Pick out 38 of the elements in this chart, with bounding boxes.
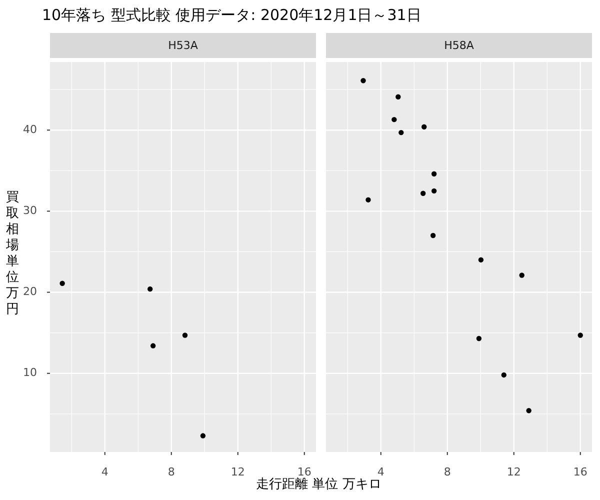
x-axis-title: 走行距離 単位 万キロ	[256, 476, 382, 493]
x-tick-label: 4	[377, 465, 384, 478]
point	[150, 343, 156, 348]
y-tick-label: 10	[23, 366, 37, 380]
x-tick-label: 16	[573, 465, 588, 478]
point	[420, 190, 426, 196]
point	[431, 188, 437, 194]
y-tick-label: 20	[23, 285, 37, 298]
point	[430, 232, 436, 238]
chart-title: 10年落ち 型式比較 使用データ: 2020年12月1日～31日	[42, 6, 422, 25]
point	[578, 332, 583, 338]
x-tick-label: 12	[230, 465, 245, 478]
point	[396, 94, 401, 100]
x-tick-label: 4	[101, 465, 108, 478]
point	[200, 433, 206, 438]
y-axis-title: 買取相場単位万円	[6, 190, 20, 318]
point	[182, 332, 188, 338]
point	[147, 286, 153, 292]
chart-subtitle: H53A	[50, 33, 316, 58]
point	[60, 280, 65, 286]
point	[431, 171, 437, 176]
point	[476, 336, 482, 342]
point	[398, 130, 404, 136]
chart-subtitle: H58A	[326, 33, 592, 58]
y-tick-label: 40	[23, 122, 37, 136]
point	[421, 124, 427, 130]
y-tick-label: 30	[23, 204, 37, 218]
point	[526, 408, 532, 414]
point	[519, 272, 524, 278]
x-tick-label: 12	[506, 465, 521, 478]
point	[478, 257, 484, 262]
point	[360, 78, 366, 84]
x-tick-label: 8	[444, 465, 451, 478]
point	[392, 116, 397, 122]
point	[501, 372, 506, 378]
x-tick-label: 8	[168, 465, 175, 478]
point	[366, 197, 371, 202]
x-tick-label: 16	[297, 465, 312, 478]
